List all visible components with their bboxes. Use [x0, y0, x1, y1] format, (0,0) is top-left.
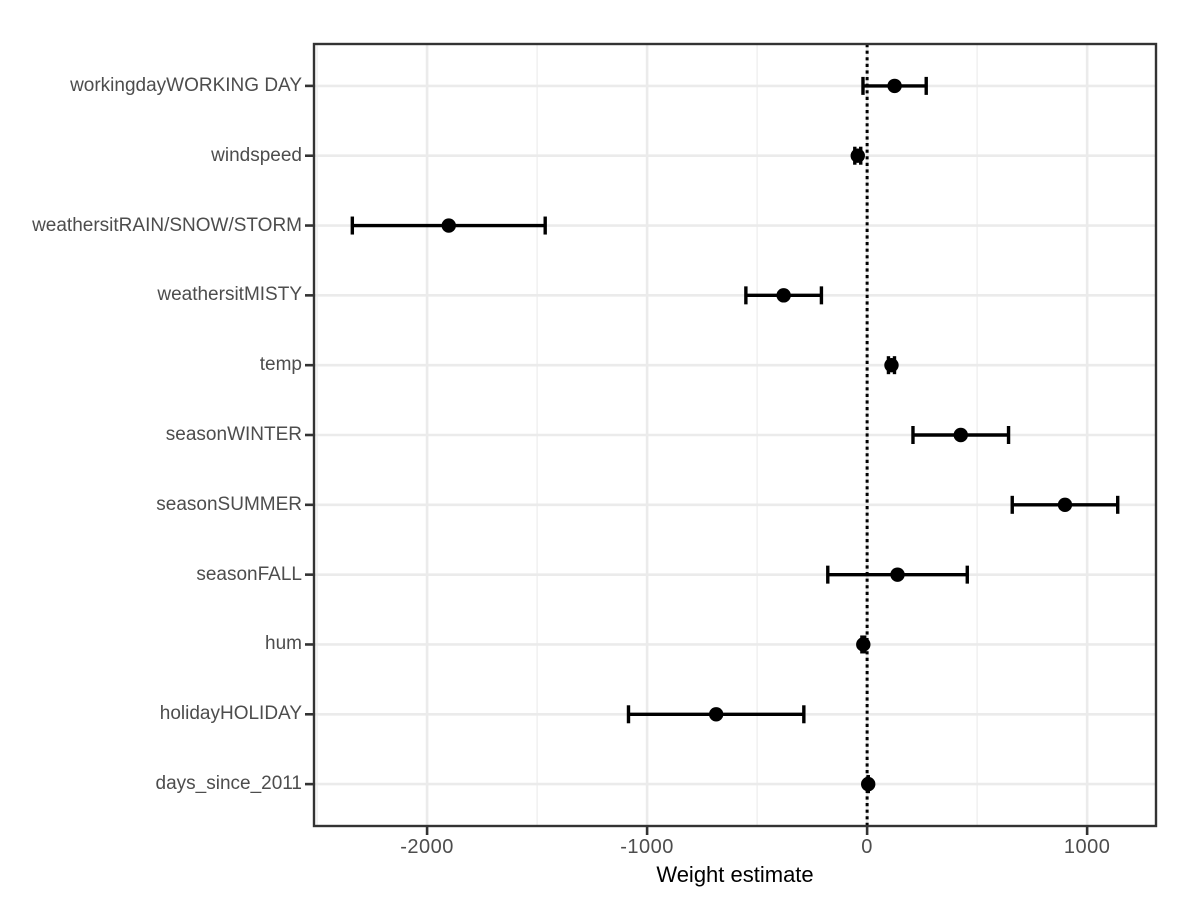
x-axis-tick-label: 1000 — [1063, 836, 1111, 858]
y-axis-label: holidayHOLIDAY — [159, 703, 302, 725]
y-axis-label: days_since_2011 — [155, 773, 302, 795]
y-axis-label: windspeed — [211, 144, 302, 166]
estimate-point — [890, 567, 905, 582]
y-axis-label: weathersitRAIN/SNOW/STORM — [32, 214, 302, 236]
estimate-point — [441, 218, 456, 233]
y-axis-label: seasonFALL — [196, 563, 302, 585]
y-axis-label: hum — [265, 633, 302, 655]
estimate-point — [887, 78, 902, 94]
x-axis-tick-label: -2000 — [400, 836, 454, 858]
y-axis-label: seasonSUMMER — [156, 493, 302, 515]
x-axis-tick-label: 0 — [861, 836, 873, 858]
y-axis-label: workingdayWORKING DAY — [70, 74, 302, 96]
estimate-point — [884, 357, 899, 373]
y-axis-label: temp — [259, 354, 302, 376]
estimate-point — [1057, 497, 1073, 513]
y-axis-label: weathersitMISTY — [157, 284, 302, 306]
estimate-point — [776, 288, 791, 303]
y-axis-labels: workingdayWORKING DAY windspeed weathersit… — [0, 0, 302, 903]
estimate-point — [953, 427, 968, 443]
estimate-point — [708, 707, 724, 722]
x-axis-title: Weight estimate — [656, 862, 814, 887]
estimate-point — [860, 776, 876, 792]
estimate-point — [856, 637, 871, 652]
panel-border — [312, 42, 1158, 828]
x-axis-tick-label: -1000 — [620, 836, 674, 858]
estimate-point — [850, 148, 865, 163]
y-axis-label: seasonWINTER — [165, 424, 302, 445]
